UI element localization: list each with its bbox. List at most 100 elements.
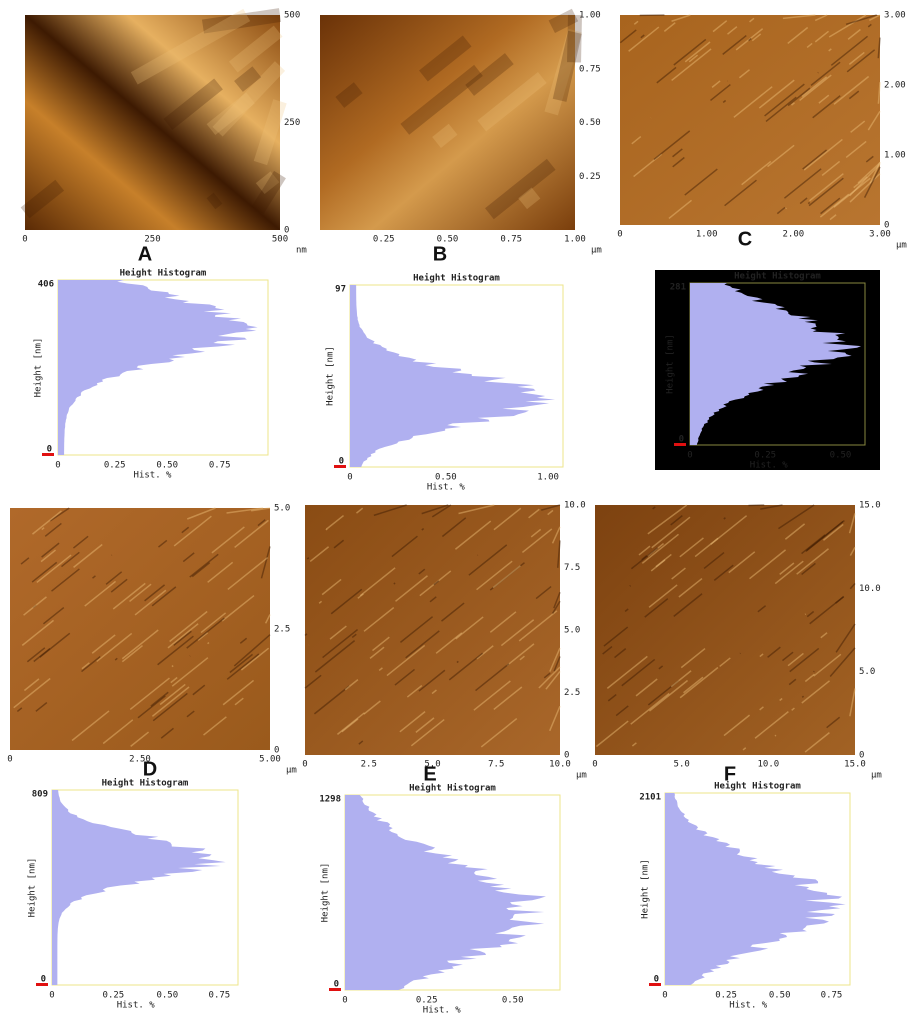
texture: [192, 684, 206, 696]
hist-title: Height Histogram: [120, 268, 207, 279]
texture: [157, 635, 194, 666]
texture: [458, 504, 495, 515]
texture: [378, 667, 383, 672]
texture: [867, 110, 881, 131]
texture: [318, 600, 323, 604]
texture: [799, 197, 808, 205]
texture: [226, 653, 260, 680]
texture: [506, 643, 535, 667]
texture: [628, 26, 660, 52]
texture: [313, 685, 350, 715]
texture: [221, 594, 255, 622]
texture: [807, 201, 811, 205]
texture: [663, 22, 676, 32]
texture: [391, 535, 418, 558]
texture: [818, 94, 830, 104]
origin-marker: [674, 443, 686, 446]
x-tick-label: 0.25: [715, 991, 737, 1001]
texture: [158, 539, 168, 548]
hist-shape: [665, 793, 846, 985]
texture: [653, 130, 691, 161]
texture: [335, 82, 363, 108]
texture: [206, 192, 223, 210]
y-max-label: 97: [335, 285, 346, 295]
texture: [801, 695, 805, 698]
texture: [710, 83, 731, 102]
texture: [670, 670, 692, 688]
afm-image: [25, 15, 280, 230]
x-tick-label: 5.0: [674, 760, 690, 770]
texture: [630, 547, 659, 570]
texture: [849, 163, 881, 197]
x-tick-label: 0.50: [156, 991, 178, 1001]
texture: [830, 35, 869, 66]
texture: [829, 647, 856, 678]
texture: [672, 156, 685, 168]
texture: [410, 718, 445, 747]
texture: [644, 598, 669, 618]
afm-image: [595, 505, 855, 755]
texture: [759, 653, 764, 658]
texture: [668, 199, 692, 220]
x-tick-label: 5.00: [259, 755, 281, 765]
texture: [326, 514, 344, 530]
texture: [849, 173, 881, 203]
texture: [760, 504, 783, 510]
texture: [173, 515, 212, 547]
texture: [431, 504, 452, 518]
texture: [432, 123, 458, 148]
texture: [779, 697, 783, 702]
texture: [234, 66, 262, 92]
texture: [684, 168, 718, 196]
texture: [647, 504, 688, 535]
texture: [615, 705, 629, 717]
texture: [822, 523, 844, 541]
hist-shape: [345, 795, 546, 990]
x-tick-label: 0.75: [500, 235, 522, 245]
unit-label: µm: [591, 246, 602, 256]
texture: [61, 551, 80, 568]
y-max-label: 406: [38, 280, 54, 290]
texture: [373, 504, 407, 517]
texture: [112, 582, 146, 610]
x-axis-label: Hist. %: [729, 1001, 768, 1011]
x-tick-label: 0.75: [209, 991, 231, 1001]
texture: [853, 176, 868, 189]
x-tick-label: 0.50: [156, 461, 178, 471]
y-tick-label: 0.25: [579, 172, 601, 182]
texture: [358, 740, 364, 745]
y-tick-label: 10.0: [859, 584, 881, 594]
hist-title: Height Histogram: [409, 783, 496, 794]
texture: [544, 28, 582, 116]
texture: [329, 625, 347, 640]
x-tick-label: 0: [302, 760, 307, 770]
texture: [325, 528, 328, 531]
texture: [201, 8, 282, 34]
texture: [847, 28, 861, 40]
texture: [304, 674, 322, 689]
texture: [863, 166, 881, 198]
texture: [110, 578, 128, 593]
texture: [749, 17, 755, 23]
afm-image: [320, 15, 575, 230]
hist-title: Height Histogram: [413, 273, 500, 284]
texture: [150, 691, 169, 707]
texture: [722, 34, 747, 55]
origin-marker: [42, 453, 54, 456]
texture: [23, 596, 47, 616]
texture: [477, 72, 547, 132]
texture: [710, 515, 748, 546]
y-axis-label: Height [nm]: [28, 858, 38, 918]
texture: [703, 551, 725, 570]
texture: [448, 652, 484, 681]
texture: [806, 520, 844, 552]
texture: [400, 64, 483, 135]
texture: [774, 734, 777, 737]
texture: [322, 628, 359, 659]
texture: [167, 623, 199, 649]
texture: [551, 526, 561, 544]
x-tick-label: 0.75: [821, 991, 843, 1001]
x-tick-label: 0.50: [435, 473, 457, 483]
texture: [102, 719, 134, 745]
hist-shape: [58, 280, 258, 455]
